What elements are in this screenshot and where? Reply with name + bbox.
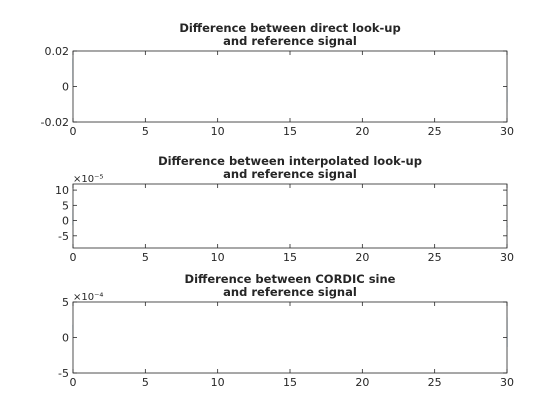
subplot-subtitle: and reference signal [223,34,357,48]
x-tick-label: 10 [211,125,225,138]
x-tick-label: 15 [283,125,297,138]
axes-box [72,183,508,249]
x-tick-label: 5 [142,376,149,389]
x-tick-label: 10 [211,251,225,264]
y-tick-label: -5 [58,367,69,380]
x-tick-label: 20 [355,251,369,264]
y-tick-label: 5 [62,296,69,309]
x-tick-label: 0 [70,251,77,264]
x-tick-label: 30 [500,251,514,264]
axes-box [72,301,508,374]
y-tick-label: 0 [62,81,69,94]
x-tick-label: 10 [211,376,225,389]
x-tick-label: 5 [142,251,149,264]
y-tick-label: -5 [58,230,69,243]
y-tick-label: 0.02 [45,45,70,58]
x-tick-label: 0 [70,376,77,389]
axes-box [72,50,508,123]
x-tick-label: 15 [283,376,297,389]
x-tick-label: 25 [428,376,442,389]
x-tick-label: 20 [355,376,369,389]
y-tick-label: 5 [62,199,69,212]
x-tick-label: 25 [428,125,442,138]
subplot-subtitle: and reference signal [223,285,357,299]
x-tick-label: 30 [500,376,514,389]
x-tick-label: 20 [355,125,369,138]
y-tick-label: 10 [55,184,69,197]
y-exponent-label: ×10⁻⁴ [73,292,103,303]
x-tick-label: 30 [500,125,514,138]
subplot-title: Difference between interpolated look-up [158,154,422,168]
y-tick-label: -0.02 [41,116,69,129]
y-exponent-label: ×10⁻⁵ [73,174,103,185]
subplot-subtitle: and reference signal [223,167,357,181]
x-tick-label: 15 [283,251,297,264]
x-tick-label: 5 [142,125,149,138]
subplot-interpolated-lookup: Difference between interpolated look-upa… [55,154,514,264]
subplot-title: Difference between CORDIC sine [185,272,396,286]
x-tick-label: 0 [70,125,77,138]
subplot-title: Difference between direct look-up [179,21,400,35]
y-tick-label: 0 [62,215,69,228]
y-tick-label: 0 [62,332,69,345]
x-tick-label: 25 [428,251,442,264]
